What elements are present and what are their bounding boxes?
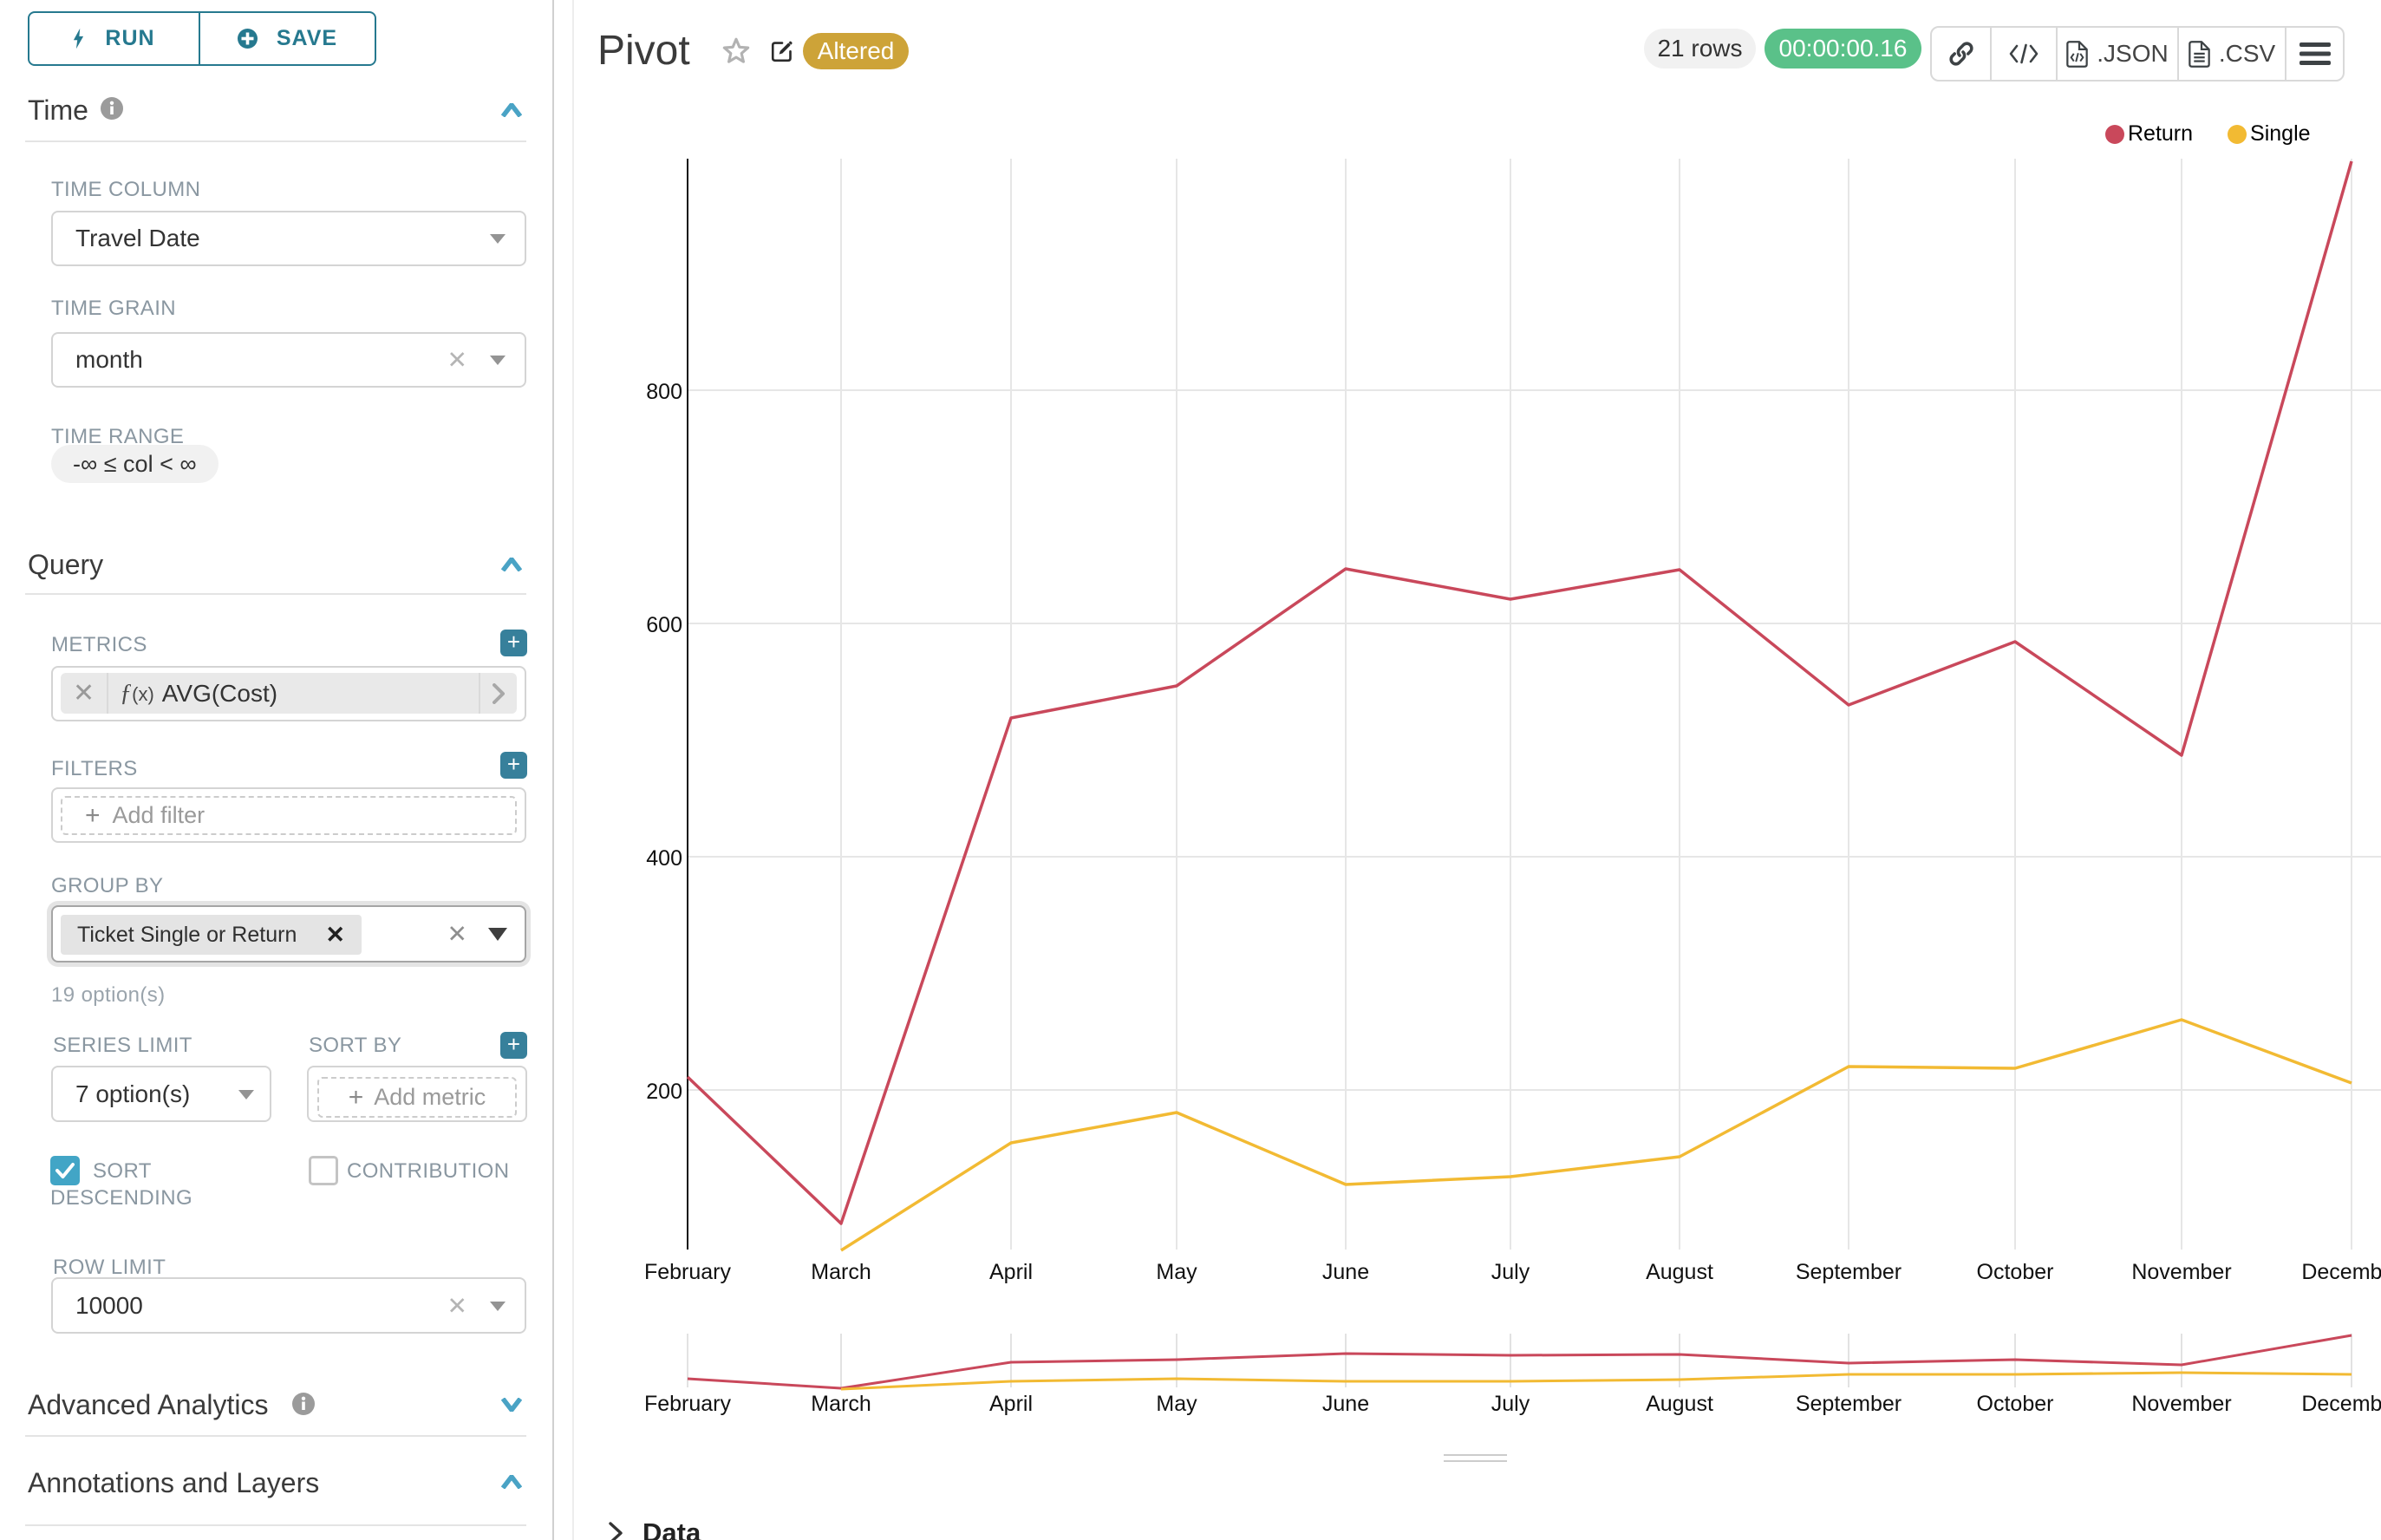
svg-text:800: 800 [646, 380, 682, 404]
svg-text:600: 600 [646, 613, 682, 637]
svg-text:November: November [2131, 1392, 2231, 1416]
svg-text:September: September [1796, 1260, 1902, 1284]
svg-text:February: February [644, 1392, 732, 1416]
svg-text:April: April [989, 1260, 1033, 1284]
svg-text:October: October [1977, 1392, 2054, 1416]
svg-text:October: October [1977, 1260, 2054, 1284]
svg-text:August: August [1646, 1392, 1713, 1416]
svg-text:July: July [1491, 1392, 1530, 1416]
svg-text:February: February [644, 1260, 732, 1284]
svg-text:200: 200 [646, 1080, 682, 1104]
svg-text:September: September [1796, 1392, 1902, 1416]
svg-text:December: December [2301, 1260, 2381, 1284]
svg-text:December: December [2301, 1392, 2381, 1416]
svg-text:June: June [1322, 1260, 1369, 1284]
svg-text:November: November [2131, 1260, 2231, 1284]
svg-text:April: April [989, 1392, 1033, 1416]
svg-text:400: 400 [646, 846, 682, 871]
svg-text:March: March [811, 1260, 871, 1284]
svg-text:March: March [811, 1392, 871, 1416]
svg-text:May: May [1156, 1260, 1197, 1284]
svg-text:August: August [1646, 1260, 1713, 1284]
svg-text:June: June [1322, 1392, 1369, 1416]
svg-text:May: May [1156, 1392, 1197, 1416]
svg-text:July: July [1491, 1260, 1530, 1284]
